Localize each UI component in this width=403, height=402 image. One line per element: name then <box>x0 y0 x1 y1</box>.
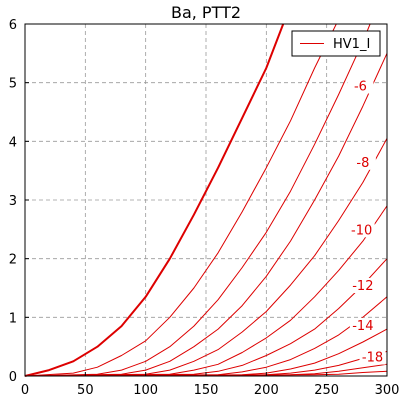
series-layer <box>24 23 388 377</box>
y-tick-label: 3 <box>9 194 17 209</box>
y-tick-label: 1 <box>9 311 17 326</box>
annotation-layer: -6 -8 -10 -12 -14 -18 <box>347 78 386 366</box>
ticks: 0 50 100 150 200 250 300 0 1 2 3 4 5 6 <box>9 18 400 398</box>
x-tick-label: 250 <box>314 383 339 398</box>
series-line-4 <box>24 138 388 377</box>
chart-title: Ba, PTT2 <box>171 3 241 22</box>
series-line-2 <box>24 23 371 377</box>
x-tick-label: 150 <box>194 383 219 398</box>
x-tick-label: 300 <box>375 383 400 398</box>
curve-label-bg <box>347 78 374 94</box>
x-tick-label: 100 <box>133 383 158 398</box>
curve-label: -6 <box>354 80 367 95</box>
y-tick-label: 0 <box>9 370 17 385</box>
curve-label-bg <box>349 317 376 333</box>
curve-label-bg <box>348 222 375 238</box>
curve-label-bg <box>349 154 376 170</box>
curve-label: -14 <box>352 319 373 334</box>
curve-label-bg <box>359 349 386 365</box>
series-line-0 <box>24 23 285 377</box>
y-tick-label: 6 <box>9 18 17 33</box>
x-tick-label: 200 <box>254 383 279 398</box>
series-line-1 <box>24 23 337 377</box>
curve-label: -18 <box>362 351 383 366</box>
y-tick-label: 5 <box>9 77 17 92</box>
curve-label: -8 <box>356 156 369 171</box>
grid <box>25 24 387 376</box>
series-line-5 <box>24 205 388 377</box>
series-line-11 <box>24 370 388 377</box>
legend: HV1_I <box>291 30 381 57</box>
x-tick-label: 50 <box>77 383 94 398</box>
curve-label: -10 <box>351 223 372 238</box>
x-tick-label: 0 <box>21 383 29 398</box>
series-line-3 <box>24 53 388 377</box>
legend-label: HV1_I <box>333 37 370 52</box>
curve-label: -12 <box>352 279 373 294</box>
curve-label-bg <box>349 278 376 293</box>
y-tick-label: 4 <box>9 135 17 150</box>
y-tick-label: 2 <box>9 253 17 268</box>
